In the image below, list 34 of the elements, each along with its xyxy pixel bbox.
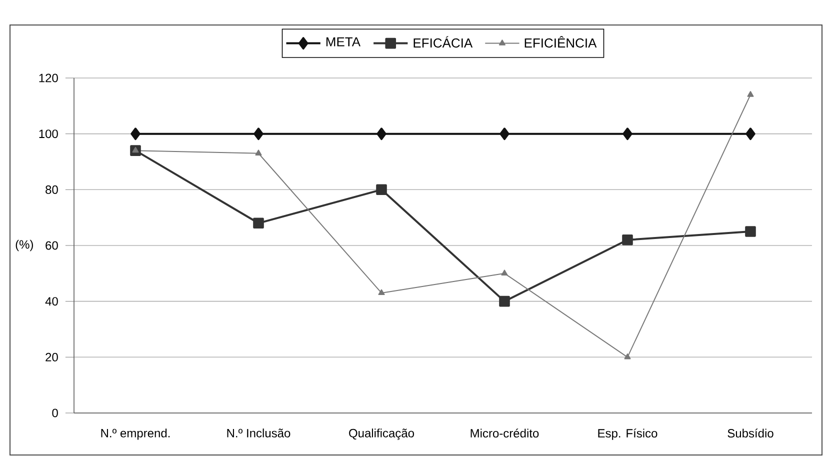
point: [622, 234, 633, 246]
point: [130, 128, 140, 140]
y-tick-label: 100: [39, 130, 58, 138]
x-tick-label: N.º emprend.: [101, 428, 170, 440]
x-tick-label: Subsídio: [728, 428, 774, 438]
point: [376, 184, 387, 196]
y-tick-label: 0: [52, 408, 58, 418]
legend-label: META: [326, 37, 361, 46]
point: [501, 270, 508, 276]
point: [378, 289, 385, 296]
legend-label: EFICIÊNCIA: [524, 36, 597, 48]
point: [746, 128, 756, 140]
x-tick-label: Micro-crédito: [470, 428, 539, 438]
point: [747, 91, 754, 97]
y-tick-label: 20: [46, 352, 58, 362]
point: [500, 128, 510, 140]
x-tick-label: N.º Inclusão: [227, 428, 290, 438]
y-axis-title: (%): [16, 240, 33, 252]
point: [132, 146, 139, 153]
point: [254, 128, 264, 140]
point: [255, 150, 262, 156]
point: [253, 218, 264, 229]
x-tick-label: Qualificação: [349, 428, 414, 440]
y-tick-label: 120: [39, 74, 58, 82]
point: [745, 226, 756, 237]
point: [376, 128, 386, 140]
x-tick-label: Esp. Físico: [598, 428, 658, 440]
point: [624, 353, 631, 360]
point: [622, 128, 632, 140]
y-tick-label: 40: [45, 297, 58, 306]
y-tick-label: 60: [46, 241, 58, 250]
legend-label: EFICÁCIA: [414, 36, 473, 48]
point: [499, 296, 510, 307]
y-tick-label: 80: [46, 185, 58, 194]
